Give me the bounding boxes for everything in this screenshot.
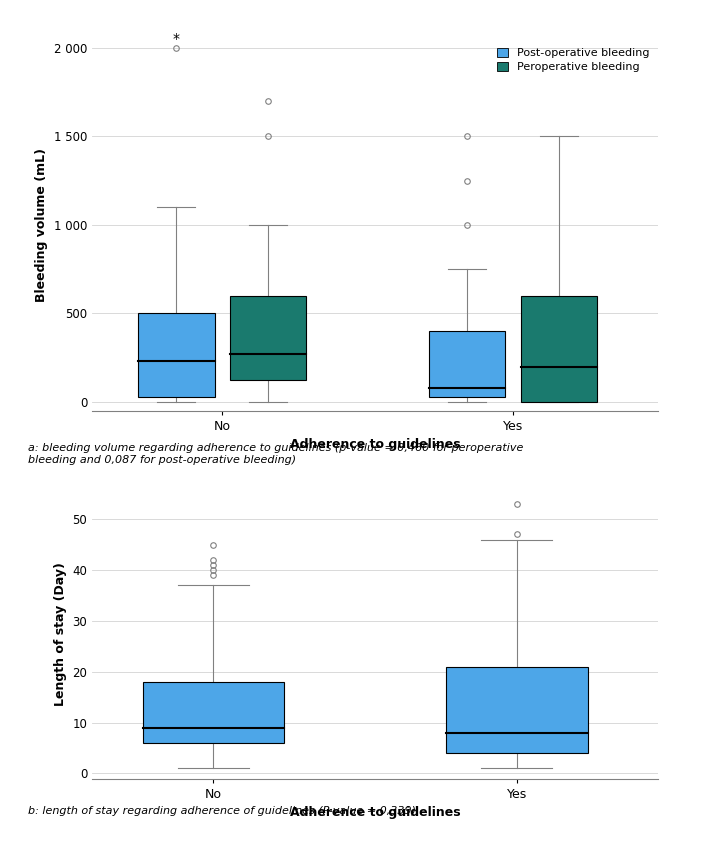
X-axis label: Adherence to guidelines: Adherence to guidelines: [290, 439, 460, 452]
Bar: [142, 682, 284, 743]
Bar: [230, 296, 307, 380]
Bar: [520, 296, 598, 402]
Text: bleeding and 0,087 for post-operative bleeding): bleeding and 0,087 for post-operative bl…: [28, 455, 297, 465]
Bar: [446, 667, 588, 753]
Legend: Post-operative bleeding, Peroperative bleeding: Post-operative bleeding, Peroperative bl…: [493, 44, 653, 75]
Bar: [429, 331, 506, 397]
Bar: [138, 313, 215, 397]
Y-axis label: Length of stay (Day): Length of stay (Day): [54, 561, 67, 706]
Text: a: bleeding volume regarding adherence to guidelines (p-value = 0,460 for perope: a: bleeding volume regarding adherence t…: [28, 443, 524, 453]
Text: *: *: [173, 32, 180, 46]
X-axis label: Adherence to guidelines: Adherence to guidelines: [290, 806, 460, 819]
Text: b: length of stay regarding adherence of guidelines (P-value = 0,339): b: length of stay regarding adherence of…: [28, 806, 416, 817]
Y-axis label: Bleeding volume (mL): Bleeding volume (mL): [35, 148, 48, 302]
